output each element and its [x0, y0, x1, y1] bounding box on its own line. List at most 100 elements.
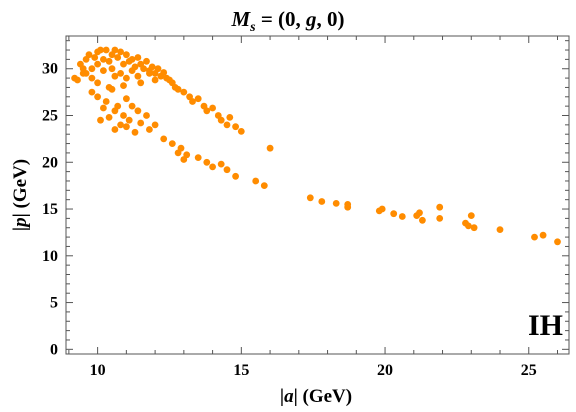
y-tick-label: 0 — [50, 341, 58, 358]
data-point — [105, 114, 113, 121]
data-point — [131, 128, 139, 136]
data-point — [151, 121, 159, 129]
data-point — [180, 88, 188, 96]
data-point — [232, 123, 240, 131]
data-point — [160, 135, 168, 143]
data-point — [496, 226, 504, 234]
plot-frame — [65, 35, 570, 355]
data-point — [111, 107, 119, 115]
data-point — [125, 116, 133, 124]
data-point — [79, 65, 87, 73]
data-point — [143, 57, 150, 65]
data-point — [266, 144, 274, 152]
data-point — [128, 56, 136, 63]
data-point — [217, 160, 225, 168]
data-point — [203, 158, 211, 166]
data-point — [100, 67, 107, 74]
data-point — [398, 213, 406, 220]
data-point — [114, 54, 122, 61]
data-point — [416, 209, 423, 217]
data-point — [120, 112, 127, 119]
data-point — [102, 98, 110, 105]
data-point — [146, 70, 153, 77]
data-point — [117, 48, 124, 56]
x-tick-label: 15 — [233, 362, 249, 379]
data-point — [128, 102, 136, 110]
data-point — [344, 201, 352, 208]
data-point — [232, 172, 240, 180]
data-point — [223, 166, 231, 174]
data-point — [97, 116, 104, 124]
data-point — [419, 216, 426, 224]
y-tick-label: 15 — [42, 201, 58, 218]
data-point — [203, 107, 211, 115]
y-tick-label: 10 — [42, 248, 58, 265]
data-point — [94, 60, 101, 68]
y-tick-label: 25 — [42, 108, 58, 125]
data-point — [194, 95, 202, 103]
data-point — [137, 119, 145, 127]
data-point — [146, 126, 153, 133]
data-point — [237, 127, 245, 135]
data-point — [111, 126, 119, 133]
data-point — [160, 69, 168, 76]
y-tick-label: 30 — [42, 61, 58, 78]
data-point — [209, 163, 217, 171]
data-point — [140, 65, 148, 73]
data-point — [123, 95, 130, 103]
data-point — [467, 212, 475, 220]
data-point — [91, 54, 99, 61]
data-point — [436, 203, 444, 211]
data-point — [436, 215, 444, 222]
data-point — [223, 121, 231, 129]
data-point — [252, 177, 260, 185]
data-point — [554, 238, 561, 246]
data-point — [123, 74, 130, 82]
data-point — [143, 112, 150, 119]
data-point — [88, 65, 96, 73]
data-point — [120, 60, 127, 68]
data-point — [85, 51, 93, 59]
x-tick-label: 10 — [90, 362, 106, 379]
data-point — [134, 54, 142, 61]
data-point — [134, 72, 142, 80]
data-point — [134, 107, 142, 115]
data-point — [100, 56, 107, 63]
data-point — [94, 93, 101, 101]
data-point — [154, 65, 162, 73]
data-point — [260, 182, 268, 190]
data-point — [539, 231, 547, 239]
data-point — [168, 140, 176, 148]
data-point — [390, 210, 398, 218]
data-point — [111, 46, 119, 54]
data-point — [128, 67, 136, 74]
data-point — [217, 116, 225, 124]
x-tick-label: 20 — [377, 362, 393, 379]
data-point — [102, 46, 110, 54]
data-point — [105, 57, 113, 65]
data-point — [120, 82, 127, 89]
data-point — [194, 154, 202, 162]
annotation-ih: IH — [528, 309, 563, 342]
data-point — [108, 65, 116, 73]
data-point — [180, 156, 188, 163]
data-point — [306, 194, 314, 202]
data-point — [148, 63, 156, 71]
data-point — [117, 121, 124, 129]
y-axis-label: |p| (GeV) — [10, 159, 31, 231]
data-point — [94, 79, 101, 87]
data-point — [97, 46, 104, 54]
chart-title: Ms = (0, g, 0) — [230, 7, 344, 35]
data-point — [111, 72, 119, 80]
data-point — [470, 224, 478, 232]
data-point — [174, 85, 182, 93]
data-point — [174, 149, 182, 157]
axis-ticks: 10 15 20 25 0 5 10 15 20 25 30 — [42, 36, 569, 379]
data-point — [151, 76, 159, 84]
data-point — [117, 70, 124, 77]
data-point — [108, 85, 116, 93]
data-point — [88, 74, 96, 82]
data-point — [209, 104, 217, 112]
y-tick-label: 20 — [42, 154, 58, 171]
